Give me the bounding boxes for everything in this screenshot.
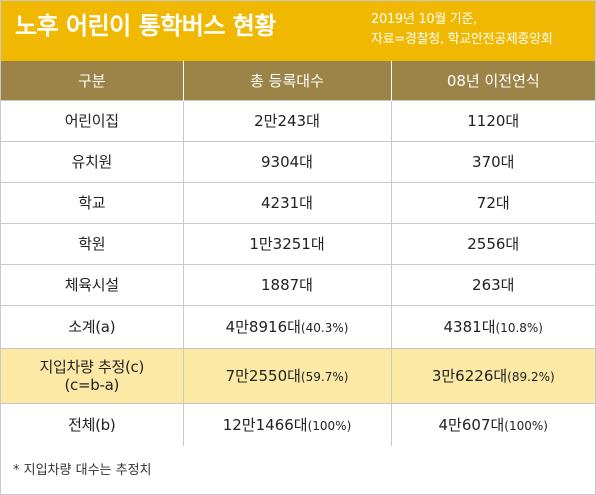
- total-percent: (40.3%): [300, 320, 349, 335]
- table-row: 어린이집 2만243대 1120대: [1, 100, 595, 142]
- old-cell: 4만607대(100%): [391, 403, 595, 446]
- total-cell: 1887대: [183, 264, 392, 306]
- total-percent: (100%): [307, 418, 352, 433]
- table-row-total: 전체(b) 12만1466대(100%) 4만607대(100%): [1, 403, 595, 446]
- source-note: 2019년 10월 기준, 자료=경찰청, 학교안전공제중앙회: [371, 10, 553, 50]
- total-cell: 1만3251대: [183, 223, 392, 265]
- bus-stats-table: 구분 총 등록대수 08년 이전연식 어린이집 2만243대 1120대 유치원…: [1, 61, 595, 446]
- total-cell: 2만243대: [183, 100, 392, 142]
- old-value: 4381대: [443, 317, 496, 336]
- total-cell: 9304대: [183, 141, 392, 183]
- row-label: 학교: [1, 182, 184, 224]
- source-note-date: 2019년 10월 기준,: [371, 12, 477, 27]
- page-title: 노후 어린이 통학버스 현황: [15, 12, 276, 40]
- old-cell: 4381대(10.8%): [391, 305, 595, 349]
- old-percent: (100%): [504, 418, 548, 433]
- old-cell: 263대: [391, 264, 595, 306]
- table-row: 학교 4231대 72대: [1, 182, 595, 224]
- total-value: 12만1466대: [222, 415, 308, 434]
- column-header-category: 구분: [1, 61, 184, 101]
- source-note-source: 자료=경찰청, 학교안전공제중앙회: [371, 32, 553, 47]
- row-label: 유치원: [1, 141, 184, 183]
- total-cell: 4231대: [183, 182, 392, 224]
- row-label: 소계(a): [1, 305, 184, 349]
- column-header-total: 총 등록대수: [183, 61, 392, 101]
- old-cell: 1120대: [391, 100, 595, 142]
- old-value: 3만6226대: [431, 366, 508, 385]
- old-cell: 3만6226대(89.2%): [391, 348, 595, 404]
- total-value: 7만2550대: [225, 366, 301, 385]
- old-cell: 72대: [391, 182, 595, 224]
- total-cell: 12만1466대(100%): [183, 403, 392, 446]
- table-row: 체육시설 1887대 263대: [1, 264, 595, 306]
- total-value: 4만8916대: [225, 317, 301, 336]
- old-cell: 370대: [391, 141, 595, 183]
- row-label: 전체(b): [1, 403, 184, 446]
- row-label: 체육시설: [1, 264, 184, 306]
- column-header-pre2008: 08년 이전연식: [391, 61, 595, 101]
- row-label-main: 지입차량 추정(c): [39, 358, 145, 376]
- row-label: 학원: [1, 223, 184, 265]
- row-label: 지입차량 추정(c) (c=b-a): [1, 348, 184, 404]
- table-row: 유치원 9304대 370대: [1, 141, 595, 183]
- old-value: 4만607대: [438, 415, 505, 434]
- total-percent: (59.7%): [300, 369, 349, 384]
- old-cell: 2556대: [391, 223, 595, 265]
- table-row-subtotal: 소계(a) 4만8916대(40.3%) 4381대(10.8%): [1, 305, 595, 349]
- row-label-formula: (c=b-a): [64, 376, 120, 394]
- old-percent: (10.8%): [495, 320, 543, 335]
- footnote: * 지입차량 대수는 추정치: [13, 463, 152, 478]
- header-banner: 노후 어린이 통학버스 현황 2019년 10월 기준, 자료=경찰청, 학교안…: [1, 1, 595, 61]
- row-label: 어린이집: [1, 100, 184, 142]
- old-percent: (89.2%): [507, 369, 555, 384]
- table-row: 학원 1만3251대 2556대: [1, 223, 595, 265]
- table-header-row: 구분 총 등록대수 08년 이전연식: [1, 61, 595, 101]
- total-cell: 4만8916대(40.3%): [183, 305, 392, 349]
- table-row-estimated: 지입차량 추정(c) (c=b-a) 7만2550대(59.7%) 3만6226…: [1, 348, 595, 404]
- total-cell: 7만2550대(59.7%): [183, 348, 392, 404]
